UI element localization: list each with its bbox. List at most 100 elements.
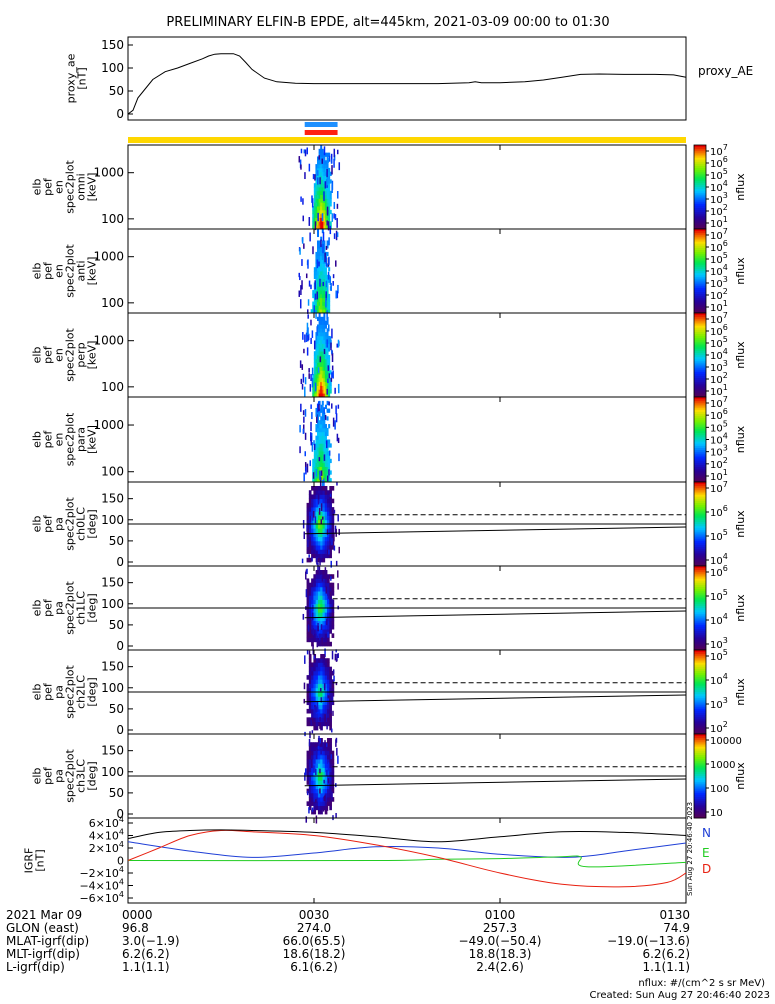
pa-cell [329,683,332,689]
pa-cell [331,670,335,676]
colorbar-swatch [694,786,706,790]
spectrogram-dash [311,198,314,208]
pa-cell [313,809,317,815]
spectrogram-cell [328,209,331,215]
pa-cell [329,759,332,764]
pa-cell [327,629,330,634]
colorbar-tick-label: 107 [710,480,728,495]
pa-cell [322,666,326,672]
spectrogram-dash [330,282,332,292]
pa-cell [320,662,323,668]
pa-cell [327,545,330,550]
pa-cell [315,595,319,600]
spectrogram-cell [324,385,327,390]
pa-cell [315,494,319,500]
pa-cell [320,608,323,613]
spectrogram-cell [328,389,331,394]
spectrogram-cell [324,366,327,371]
spectrogram-cell [323,443,326,448]
spectrogram-cell [315,374,318,379]
spectrogram-cell [310,309,313,314]
pa-cell [329,776,332,781]
pa-dash [335,560,338,566]
colorbar-swatch [694,327,706,331]
spectrogram-cell [317,267,320,272]
spectrogram-cell [318,324,321,329]
colorbar-swatch [694,645,706,649]
colorbar-swatch [694,151,706,154]
colorbar-swatch [694,561,706,565]
spectrogram-cell [318,478,321,483]
pa-cell [313,549,317,554]
pa-cell [324,700,328,706]
colorbar-swatch [694,797,706,800]
pa-cell [313,792,317,798]
pa-dash [327,595,330,599]
colorbar-swatch [694,805,706,808]
spectrogram-cell [320,278,323,283]
colorbar-swatch [694,454,706,457]
pa-cell [308,507,312,512]
spectrogram-dash [323,454,326,461]
spectrogram-cell [313,358,316,364]
colorbar-swatch [694,719,706,722]
pa-cell [308,536,312,542]
pa-cell [320,578,323,584]
spectrogram-cell [321,385,324,390]
pa-dash [319,788,321,794]
pa-cell [324,679,328,684]
footer-row-value: 1.1(1.1) [122,960,170,974]
pa-cell [329,608,332,613]
spectrogram-cell [317,244,320,249]
pa-cell [320,692,323,697]
pa-cell [317,540,321,546]
pa-ytick-label: 0 [116,807,124,821]
spectrogram-cell [317,309,320,314]
pa-cell [324,616,328,622]
colorbar-swatch [694,268,706,272]
spectrogram-cell [317,478,320,483]
colorbar-label: nflux [734,425,747,453]
spectrogram-cell [313,217,316,222]
spectrogram-cell [326,335,329,341]
pa-cell [306,608,310,613]
colorbar-tick-label: 105 [710,251,728,266]
colorbar-swatch [694,237,706,240]
colorbar-swatch [694,612,706,615]
pa-dash [316,701,319,711]
spectrogram-cell [324,358,327,364]
colorbar-swatch [694,403,706,406]
pa-cell [324,549,328,554]
spectrogram-dash [307,299,310,306]
spectrogram-cell [323,221,326,226]
spectrogram-cell [321,347,324,352]
spectrogram-cell [320,309,323,314]
spectrogram-cell [320,187,323,192]
spectrogram-cell [318,183,321,188]
spectrogram-dash [326,177,329,186]
pa-cell [313,754,317,760]
pa-cell [311,494,314,500]
pa-cell [315,687,319,693]
spectrogram-cell [318,148,321,154]
pa-cell [327,637,330,643]
pa-dash [306,524,308,532]
spectrogram-cell [318,190,321,196]
pa-dash [324,648,326,658]
spectrogram-cell [317,225,320,230]
spectrogram-cell [324,447,327,452]
pa-dash [316,707,319,712]
colorbar-swatch [694,517,706,521]
colorbar-swatch [694,687,706,691]
pa-cell [329,629,332,634]
spectrogram-cell [315,301,318,306]
pa-dash [313,765,315,773]
pa-cell [322,675,326,680]
spectrogram-cell [313,474,316,479]
colorbar-swatch [694,346,706,350]
spectrogram-cell [318,343,321,348]
colorbar-swatch [694,361,706,364]
spectrogram-cell [320,148,323,154]
spectrogram-dash [338,453,340,462]
